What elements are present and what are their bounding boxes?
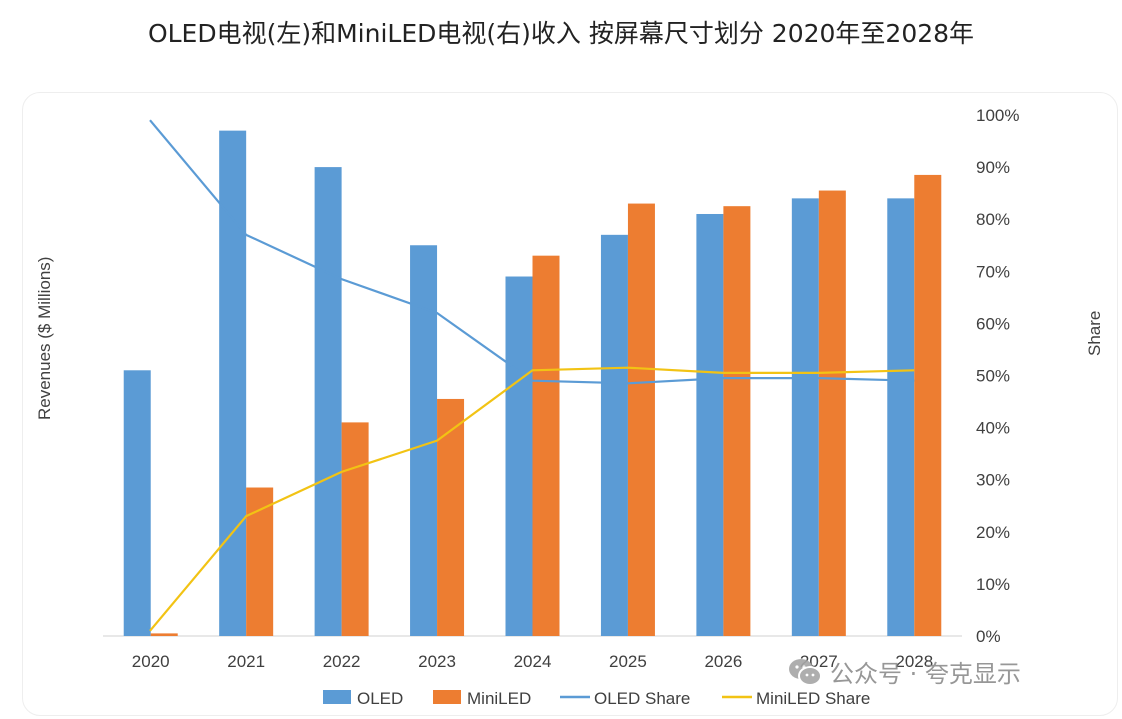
bar-miniled-2024 [532,255,560,637]
x-tick-label-2026: 2026 [704,652,742,671]
legend-label-oled: OLED [357,689,403,708]
bar-miniled-2022 [341,422,369,636]
line-oled-share [149,119,915,385]
y-axis-title: Revenues ($ Millions) [35,257,54,420]
y2-axis-title: Share [1085,311,1104,356]
legend-label-oled-share: OLED Share [594,689,690,708]
bar-miniled-2026 [723,206,751,637]
legend-label-miniled-share: MiniLED Share [756,689,870,708]
bar-miniled-2027 [818,190,846,637]
bar-oled-2027 [791,198,819,637]
x-tick-label-2025: 2025 [609,652,647,671]
x-tick-label-2021: 2021 [227,652,265,671]
legend-swatch-miniled [433,690,461,704]
bar-miniled-2020 [150,633,178,636]
bar-miniled-2021 [246,487,274,636]
legend-swatch-oled [323,690,351,704]
y2-tick-label-20: 20% [976,523,1010,542]
bar-miniled-2025 [627,203,655,636]
bar-oled-2025 [600,234,628,636]
x-tick-label-2028: 2028 [895,652,933,671]
y2-tick-label-30: 30% [976,471,1010,490]
y2-tick-label-90: 90% [976,158,1010,177]
watermark-text: 公众号 · 夸克显示 [830,660,1021,688]
bar-oled-2022 [314,167,342,636]
bar-oled-2020 [123,370,151,636]
x-tick-label-2023: 2023 [418,652,456,671]
x-tick-label-2024: 2024 [514,652,552,671]
x-tick-label-2020: 2020 [132,652,170,671]
y2-tick-label-70: 70% [976,262,1010,281]
bar-miniled-2028 [914,174,942,637]
y2-tick-label-50: 50% [976,367,1010,386]
wechat-icon [789,658,822,686]
y2-tick-label-60: 60% [976,314,1010,333]
watermark: 公众号 · 夸克显示 [788,654,1021,689]
y2-tick-label-0: 0% [976,627,1001,646]
chart-title: OLED电视(左)和MiniLED电视(右)收入 按屏幕尺寸划分 2020年至2… [147,19,975,48]
legend-label-miniled: MiniLED [467,689,531,708]
y2-tick-label-40: 40% [976,419,1010,438]
bar-oled-2021 [219,130,247,636]
y2-tick-label-100: 100% [976,106,1019,125]
x-tick-label-2022: 2022 [323,652,361,671]
line-miniled-share [149,366,915,632]
bar-oled-2024 [505,276,533,636]
bar-miniled-2023 [437,398,465,636]
y2-tick-label-80: 80% [976,210,1010,229]
bar-oled-2026 [696,213,724,637]
y2-tick-label-10: 10% [976,575,1010,594]
bar-oled-2028 [887,198,915,637]
